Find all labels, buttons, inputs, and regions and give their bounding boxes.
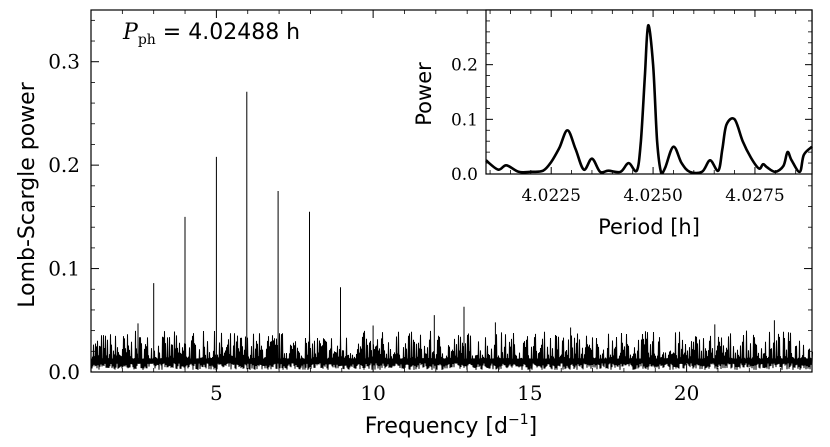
main-plot-frame <box>90 9 813 373</box>
inset-plot: 4.0225 4.0250 4.0275 0.0 0.1 0.2 Period [h] P… <box>412 9 813 239</box>
x-tick-label: 20 <box>674 381 699 405</box>
x-tick-label: 10 <box>360 381 385 405</box>
y-tick-label: 0.1 <box>48 257 80 281</box>
inset-y-axis-label: Power <box>412 62 436 126</box>
y-tick-label: 0.2 <box>48 153 80 177</box>
y-tick-label: 0.0 <box>48 360 80 384</box>
main-plot: 5 10 15 20 0.0 0.1 0.2 0.3 Pph = 4.02488 h Freq… <box>15 9 813 439</box>
main-axis-ticks: 5 10 15 20 0.0 0.1 0.2 0.3 <box>48 10 813 405</box>
x-tick-label: 15 <box>517 381 542 405</box>
inset-y-tick-label: 0.2 <box>451 56 478 76</box>
y-tick-label: 0.3 <box>48 50 80 74</box>
power-spectrum-line <box>90 91 813 370</box>
inset-x-axis-label: Period [h] <box>598 215 700 239</box>
inset-x-tick-label: 4.0225 <box>521 186 580 206</box>
x-axis-label: Frequency [d−1] <box>365 412 537 439</box>
inset-y-tick-label: 0.1 <box>451 110 478 130</box>
inset-x-tick-label: 4.0275 <box>725 186 784 206</box>
y-axis-label: Lomb-Scargle power <box>15 81 40 307</box>
x-tick-label: 5 <box>210 381 223 405</box>
inset-y-tick-label: 0.0 <box>451 165 478 185</box>
inset-x-tick-label: 4.0250 <box>623 186 682 206</box>
inset-axis-ticks: 4.0225 4.0250 4.0275 0.0 0.1 0.2 <box>451 10 812 206</box>
period-annotation: Pph = 4.02488 h <box>122 20 300 48</box>
inset-plot-frame <box>485 9 813 175</box>
inset-power-line <box>485 23 813 175</box>
